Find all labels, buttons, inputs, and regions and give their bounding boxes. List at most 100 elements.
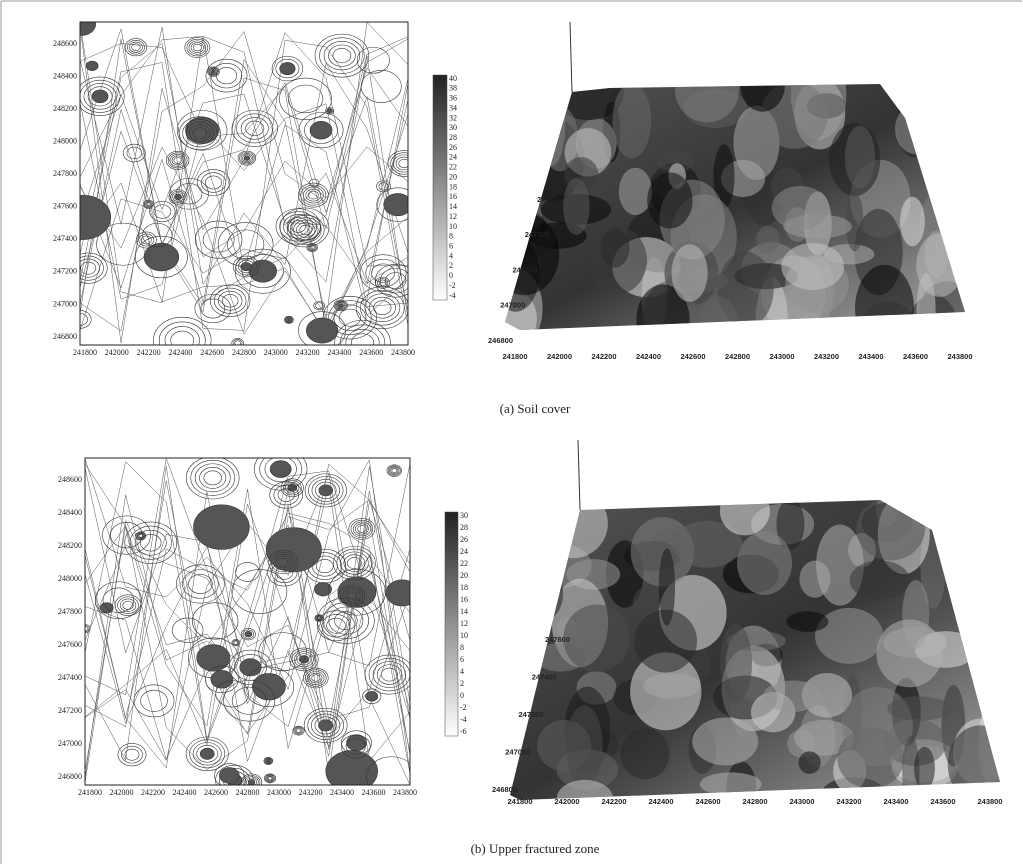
colorbar-label: -2 bbox=[460, 703, 467, 712]
x-tick-label: 243400 bbox=[330, 788, 354, 797]
colorbar-label: 14 bbox=[449, 202, 457, 211]
contour-line bbox=[232, 570, 287, 614]
relief-patch bbox=[537, 488, 608, 558]
x-tick-label: 242400 bbox=[168, 348, 192, 357]
figure: 2468002470002472002474002476002478002480… bbox=[0, 0, 1023, 865]
contour-line bbox=[232, 687, 266, 714]
relief-patch bbox=[855, 265, 914, 352]
relief-patch bbox=[720, 624, 752, 703]
x-tick-label: 243400 bbox=[327, 348, 351, 357]
colorbar-label: 28 bbox=[449, 133, 457, 142]
contour-line bbox=[323, 602, 368, 638]
colorbar-label: 30 bbox=[449, 123, 457, 132]
x-tick-label: 243600 bbox=[362, 788, 386, 797]
colorbar-label: 40 bbox=[449, 74, 457, 83]
colorbar-label: 24 bbox=[460, 547, 468, 556]
colorbar-label: 22 bbox=[449, 163, 457, 172]
x-tick-label: 242000 bbox=[105, 348, 129, 357]
contour-line bbox=[319, 485, 333, 496]
contour-line bbox=[214, 288, 246, 313]
contour-line bbox=[328, 45, 355, 67]
relief-patch bbox=[914, 747, 935, 790]
relief-patch bbox=[643, 673, 701, 698]
x-tick-label: 243600 bbox=[359, 348, 383, 357]
contour-line bbox=[310, 121, 332, 139]
y-tick-label: 248200 bbox=[58, 541, 82, 550]
caption: (b) Upper fractured zone bbox=[471, 841, 600, 856]
x-tick-label: 243200 bbox=[836, 797, 861, 806]
y-tick-label: 246800 bbox=[488, 336, 513, 345]
y-tick-label: 247200 bbox=[58, 706, 82, 715]
colorbar bbox=[433, 75, 447, 300]
contour-line bbox=[369, 297, 395, 318]
contour-line bbox=[144, 243, 179, 271]
relief-patch bbox=[489, 650, 533, 678]
x-tick-label: 242200 bbox=[141, 788, 165, 797]
contour-line bbox=[296, 729, 301, 733]
x-tick-label: 242400 bbox=[173, 788, 197, 797]
contour-line bbox=[211, 63, 242, 88]
x-tick-label: 242800 bbox=[742, 797, 767, 806]
contour-line bbox=[392, 469, 397, 473]
y-tick-label: 246800 bbox=[58, 772, 82, 781]
contour-map bbox=[80, 448, 419, 797]
x-tick-label: 243400 bbox=[858, 352, 883, 361]
relief-patch bbox=[619, 168, 652, 215]
relief-patch bbox=[816, 524, 864, 605]
y-tick-label: 247600 bbox=[537, 195, 562, 204]
contour-line bbox=[186, 457, 239, 499]
y-tick-label: 248000 bbox=[53, 136, 77, 145]
x-tick-label: 242000 bbox=[547, 352, 572, 361]
contour-line bbox=[80, 32, 408, 331]
y-tick-label: 247200 bbox=[53, 267, 77, 276]
colorbar-label: 16 bbox=[460, 595, 468, 604]
relief-patch bbox=[647, 172, 692, 228]
relief-patch bbox=[887, 696, 951, 720]
caption: (a) Soil cover bbox=[500, 401, 571, 416]
contour-line bbox=[139, 534, 142, 537]
relief-patch bbox=[763, 681, 822, 712]
x-tick-label: 242800 bbox=[725, 352, 750, 361]
colorbar-label: 18 bbox=[460, 583, 468, 592]
contour-line bbox=[193, 44, 201, 51]
contour-line bbox=[375, 264, 416, 297]
relief-patch bbox=[520, 115, 538, 194]
contour-line bbox=[86, 61, 98, 71]
y-tick-label: 247000 bbox=[505, 747, 530, 756]
contour-map bbox=[55, 13, 420, 365]
relief-patch bbox=[895, 103, 938, 154]
relief-patch bbox=[672, 244, 708, 302]
colorbar-label: 6 bbox=[460, 655, 464, 664]
x-tick-label: 243800 bbox=[977, 797, 1002, 806]
x-tick-label: 242400 bbox=[636, 352, 661, 361]
contour-line bbox=[280, 212, 317, 242]
colorbar-label: 2 bbox=[460, 679, 464, 688]
x-tick-label: 242800 bbox=[236, 788, 260, 797]
x-tick-label: 243800 bbox=[391, 348, 415, 357]
y-tick-label: 248600 bbox=[53, 39, 77, 48]
x-tick-label: 242600 bbox=[200, 348, 224, 357]
x-tick-label: 243200 bbox=[296, 348, 320, 357]
x-tick-label: 243000 bbox=[264, 348, 288, 357]
relief-patch bbox=[781, 243, 844, 290]
relief-patch bbox=[499, 136, 552, 169]
relief-patch bbox=[566, 705, 603, 786]
contour-line bbox=[270, 461, 291, 478]
relief-patch bbox=[489, 213, 559, 295]
contour-line bbox=[127, 40, 144, 54]
relief-patch bbox=[979, 574, 1004, 628]
relief-patch bbox=[692, 718, 758, 766]
colorbar-label: 26 bbox=[449, 143, 457, 152]
x-tick-label: 243800 bbox=[947, 352, 972, 361]
colorbar-label: 18 bbox=[449, 182, 457, 191]
colorbar-label: 14 bbox=[460, 607, 468, 616]
contour-line bbox=[293, 726, 304, 735]
colorbar-label: -2 bbox=[449, 281, 456, 290]
colorbar-label: -4 bbox=[460, 715, 467, 724]
x-tick-label: 243600 bbox=[903, 352, 928, 361]
contour-line bbox=[315, 34, 369, 77]
contour-line bbox=[200, 748, 214, 759]
colorbar-label: -4 bbox=[449, 291, 456, 300]
x-tick-label: 243200 bbox=[299, 788, 323, 797]
x-tick-label: 242400 bbox=[648, 797, 673, 806]
